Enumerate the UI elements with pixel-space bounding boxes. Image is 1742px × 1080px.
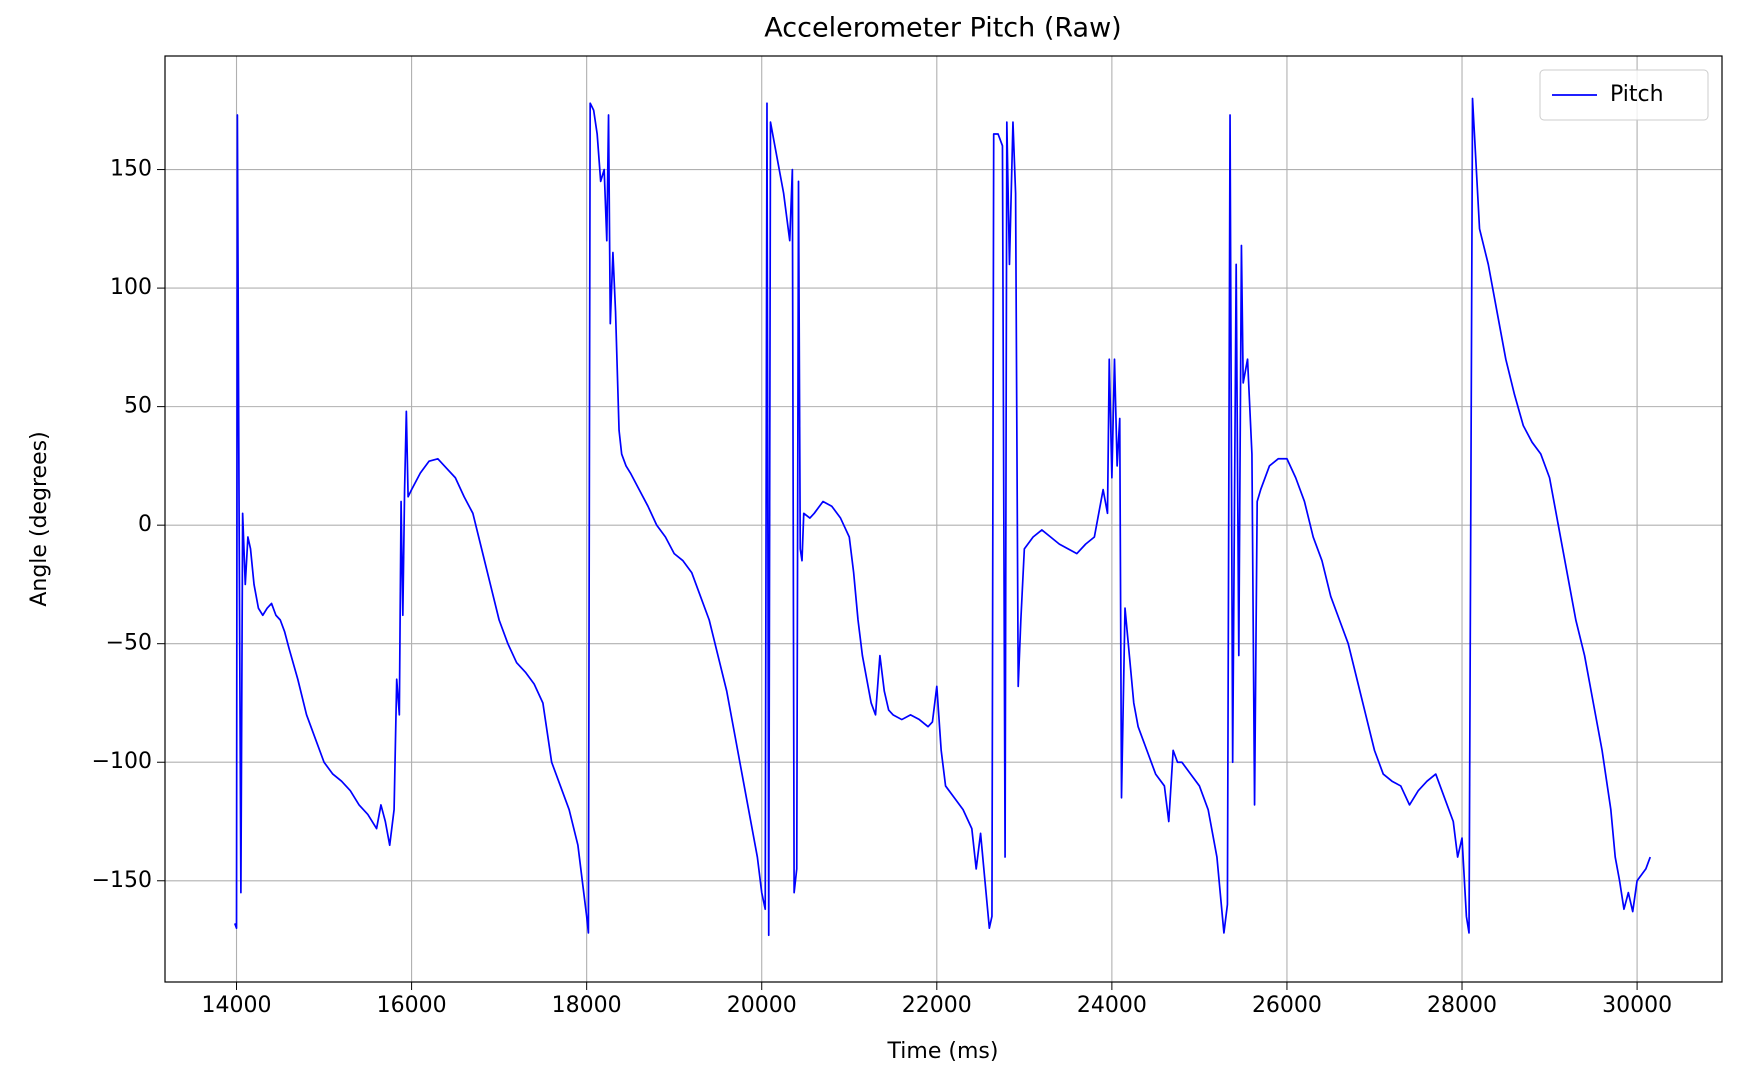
y-tick-label: 150 bbox=[110, 157, 152, 182]
y-axis-label: Angle (degrees) bbox=[27, 431, 52, 606]
y-tick-label: −100 bbox=[92, 749, 152, 774]
x-tick-label: 16000 bbox=[377, 993, 447, 1018]
x-tick-label: 26000 bbox=[1252, 993, 1322, 1018]
x-tick-label: 24000 bbox=[1077, 993, 1147, 1018]
plot-frame bbox=[164, 55, 1723, 983]
y-tick-label: −50 bbox=[106, 631, 152, 656]
y-tick-label: 0 bbox=[138, 512, 152, 537]
x-tick-label: 20000 bbox=[727, 993, 797, 1018]
y-tick-label: 100 bbox=[110, 275, 152, 300]
x-axis-label: Time (ms) bbox=[887, 1039, 999, 1064]
y-tick-label: −150 bbox=[92, 868, 152, 893]
x-tick-label: 28000 bbox=[1427, 993, 1497, 1018]
y-tick-label: 50 bbox=[124, 394, 152, 419]
legend-label: Pitch bbox=[1610, 82, 1664, 107]
x-tick-label: 22000 bbox=[902, 993, 972, 1018]
x-tick-label: 30000 bbox=[1602, 993, 1672, 1018]
x-tick-label: 18000 bbox=[552, 993, 622, 1018]
chart-title: Accelerometer Pitch (Raw) bbox=[764, 13, 1121, 44]
x-tick-label: 14000 bbox=[202, 993, 272, 1018]
legend-box bbox=[1539, 69, 1709, 121]
data-line bbox=[233, 97, 1652, 937]
